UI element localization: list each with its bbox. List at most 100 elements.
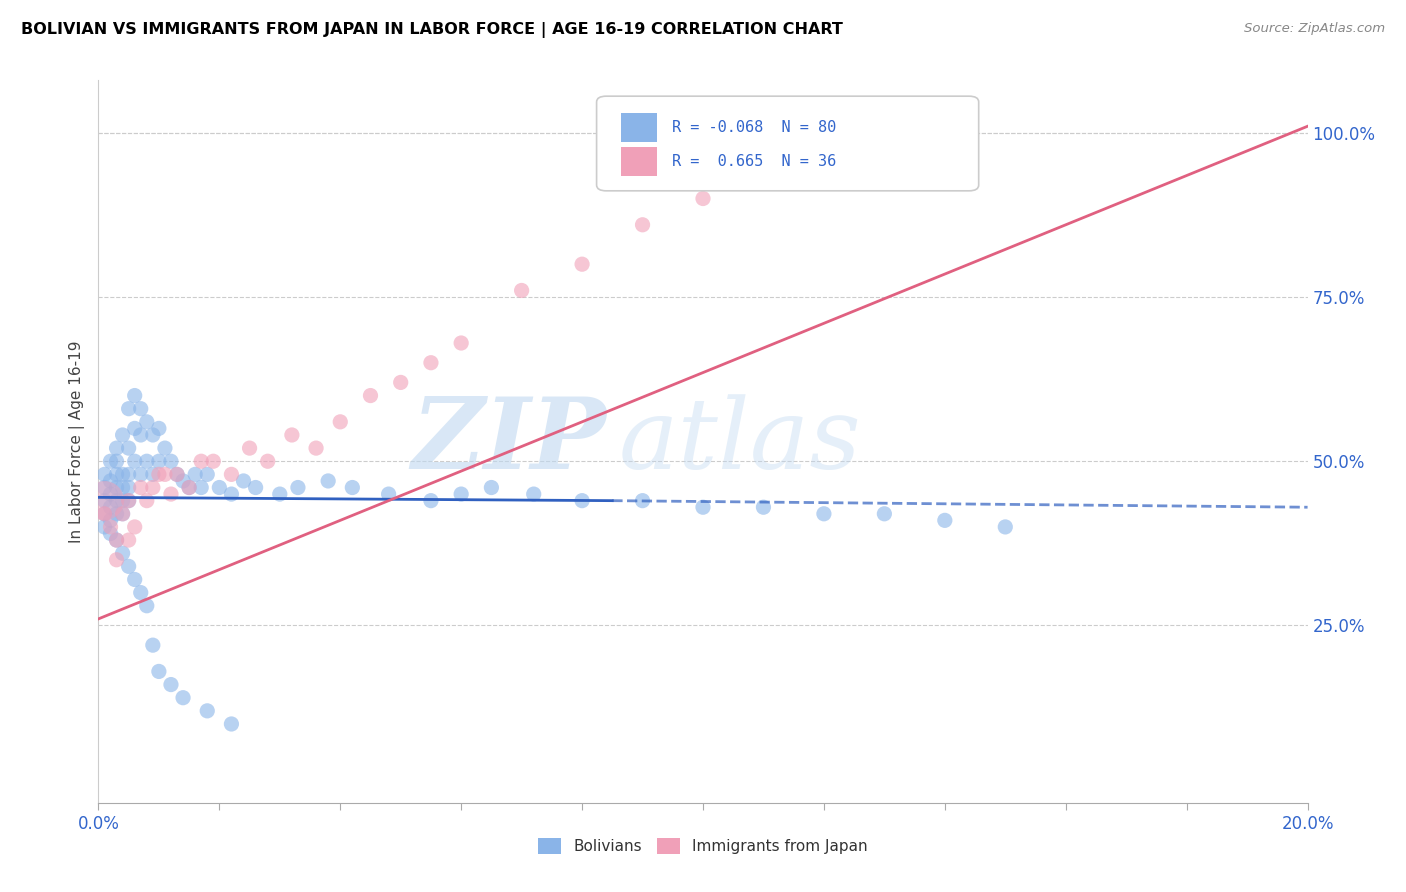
Point bbox=[100, 526, 122, 541]
Point bbox=[93, 507, 115, 521]
Point bbox=[160, 677, 183, 691]
Point bbox=[256, 454, 278, 468]
Point bbox=[93, 493, 115, 508]
Point bbox=[221, 467, 243, 482]
Point bbox=[239, 441, 262, 455]
Point bbox=[269, 487, 291, 501]
Point bbox=[813, 139, 835, 153]
Point bbox=[160, 454, 183, 468]
Point bbox=[135, 415, 157, 429]
Point bbox=[142, 467, 165, 482]
Point bbox=[360, 388, 382, 402]
Text: R = -0.068  N = 80: R = -0.068 N = 80 bbox=[672, 120, 835, 135]
Point bbox=[420, 356, 443, 370]
Point bbox=[420, 493, 443, 508]
Point bbox=[153, 467, 176, 482]
Point bbox=[142, 428, 165, 442]
Point bbox=[166, 467, 188, 482]
Legend: Bolivians, Immigrants from Japan: Bolivians, Immigrants from Japan bbox=[531, 832, 875, 860]
Point bbox=[100, 500, 122, 515]
Point bbox=[571, 257, 593, 271]
Point bbox=[450, 336, 472, 351]
Point bbox=[111, 493, 134, 508]
Y-axis label: In Labor Force | Age 16-19: In Labor Force | Age 16-19 bbox=[69, 340, 84, 543]
Point bbox=[124, 520, 146, 534]
Point bbox=[118, 493, 141, 508]
Point bbox=[118, 441, 141, 455]
Point bbox=[93, 467, 115, 482]
Point bbox=[135, 599, 157, 613]
Point bbox=[195, 704, 218, 718]
Point bbox=[111, 467, 134, 482]
Point bbox=[93, 481, 115, 495]
Point bbox=[148, 454, 170, 468]
Point bbox=[135, 454, 157, 468]
Point bbox=[105, 441, 128, 455]
Point bbox=[93, 507, 115, 521]
Point bbox=[111, 507, 134, 521]
Point bbox=[118, 481, 141, 495]
Point bbox=[142, 638, 165, 652]
Point bbox=[221, 717, 243, 731]
Point bbox=[105, 533, 128, 547]
Point bbox=[118, 559, 141, 574]
Point bbox=[93, 493, 115, 508]
Point bbox=[172, 474, 194, 488]
Point bbox=[111, 481, 134, 495]
Point bbox=[166, 467, 188, 482]
Point bbox=[118, 467, 141, 482]
Point bbox=[172, 690, 194, 705]
Point bbox=[571, 493, 593, 508]
Point bbox=[105, 507, 128, 521]
Point bbox=[510, 284, 533, 298]
Text: ZIP: ZIP bbox=[412, 393, 606, 490]
Point bbox=[752, 152, 775, 166]
Point bbox=[124, 421, 146, 435]
Point bbox=[105, 533, 128, 547]
Point bbox=[195, 467, 218, 482]
Point bbox=[523, 487, 546, 501]
Point bbox=[184, 467, 207, 482]
Point bbox=[142, 481, 165, 495]
Point bbox=[221, 487, 243, 501]
Point bbox=[631, 493, 654, 508]
Point bbox=[100, 513, 122, 527]
Point bbox=[118, 493, 141, 508]
Point bbox=[100, 487, 122, 501]
Point bbox=[994, 520, 1017, 534]
Point bbox=[631, 218, 654, 232]
Point bbox=[208, 481, 231, 495]
Point bbox=[160, 487, 183, 501]
Point bbox=[179, 481, 201, 495]
Point bbox=[873, 507, 896, 521]
Bar bbox=[621, 147, 657, 176]
Point bbox=[190, 454, 212, 468]
Point bbox=[153, 441, 176, 455]
Point bbox=[148, 421, 170, 435]
Point bbox=[124, 454, 146, 468]
Text: BOLIVIAN VS IMMIGRANTS FROM JAPAN IN LABOR FORCE | AGE 16-19 CORRELATION CHART: BOLIVIAN VS IMMIGRANTS FROM JAPAN IN LAB… bbox=[21, 22, 844, 38]
Point bbox=[100, 520, 122, 534]
Point bbox=[111, 428, 134, 442]
Point bbox=[111, 546, 134, 560]
Point bbox=[111, 507, 134, 521]
Point bbox=[305, 441, 328, 455]
Point bbox=[232, 474, 254, 488]
Point bbox=[129, 428, 152, 442]
Point bbox=[752, 500, 775, 515]
Point bbox=[105, 553, 128, 567]
Point bbox=[481, 481, 503, 495]
Point bbox=[245, 481, 267, 495]
FancyBboxPatch shape bbox=[596, 96, 979, 191]
Point bbox=[105, 454, 128, 468]
Point bbox=[100, 454, 122, 468]
Point bbox=[105, 481, 128, 495]
Point bbox=[813, 507, 835, 521]
Point bbox=[342, 481, 364, 495]
Point bbox=[873, 120, 896, 134]
Point bbox=[129, 585, 152, 599]
Point bbox=[105, 493, 128, 508]
Point bbox=[118, 401, 141, 416]
Point bbox=[934, 513, 956, 527]
Point bbox=[692, 192, 714, 206]
